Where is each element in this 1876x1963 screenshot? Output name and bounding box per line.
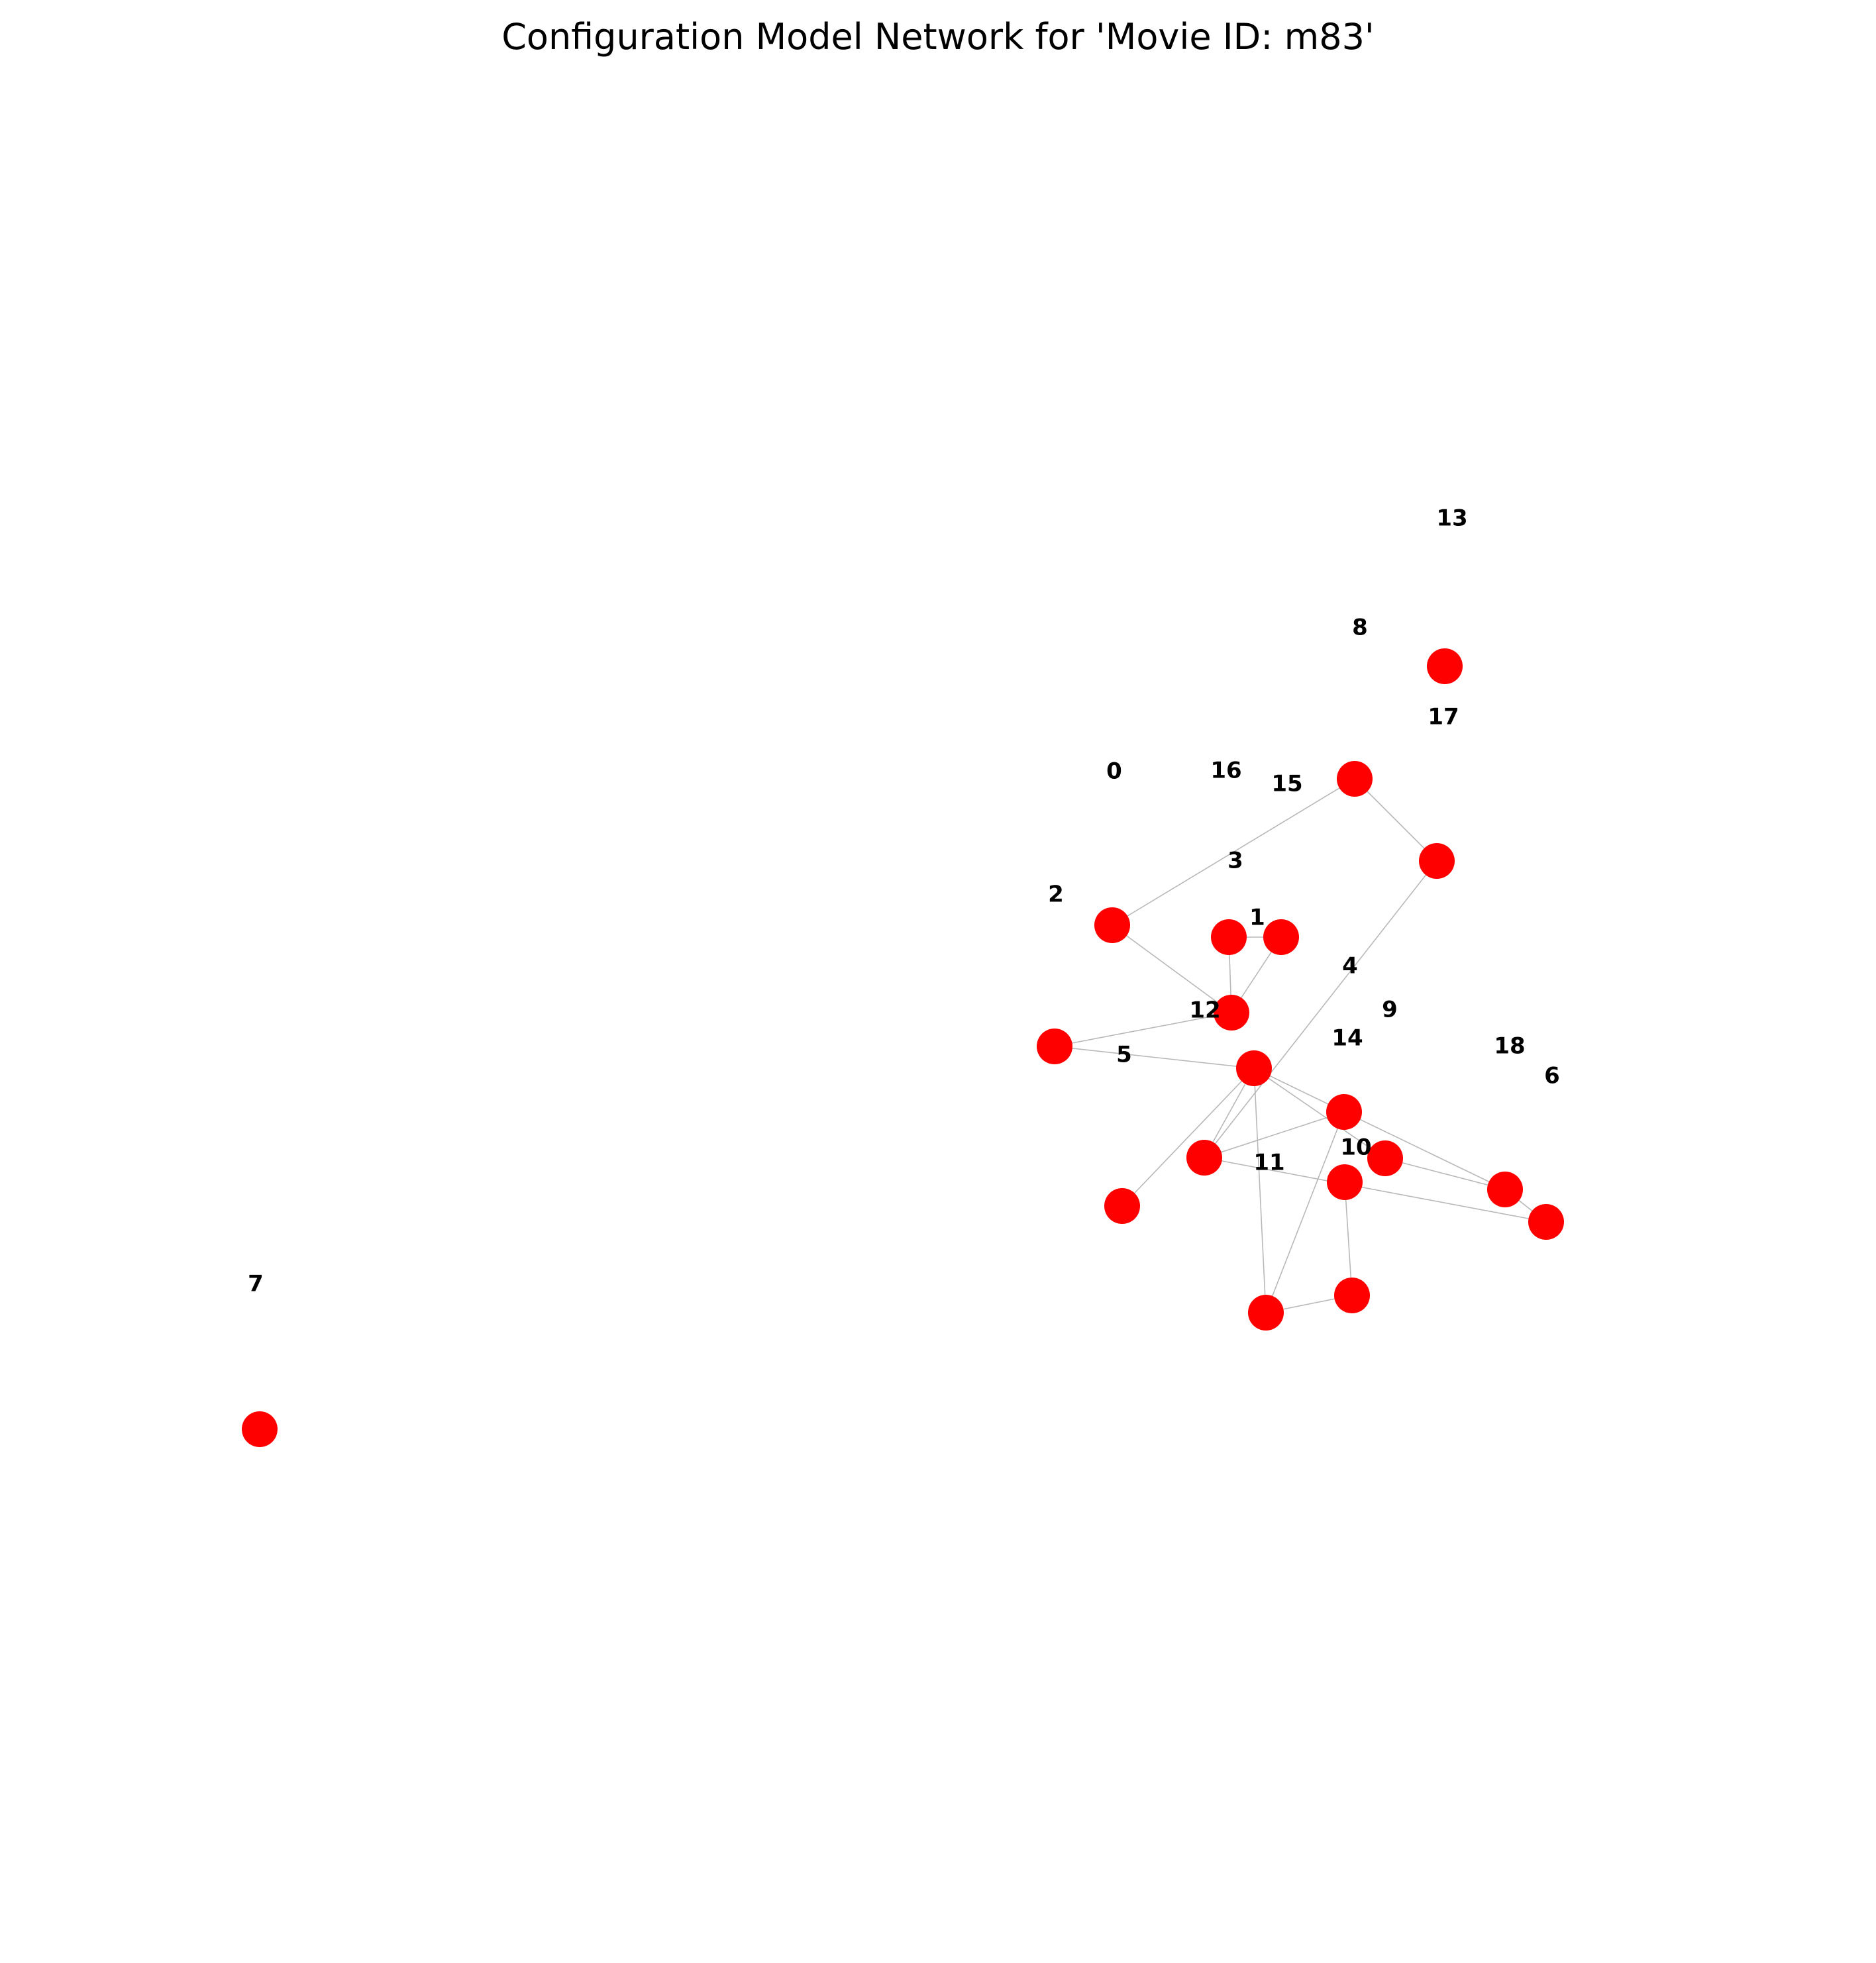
network-node-4: [1211, 919, 1247, 955]
network-edge-16: [1253, 1068, 1267, 1313]
node-label-7: 7: [248, 1271, 264, 1297]
network-node-9: [1326, 1094, 1362, 1130]
node-label-1: 1: [1249, 905, 1265, 931]
network-edge-18: [1344, 1182, 1353, 1296]
network-edge-1: [1112, 778, 1355, 926]
edge-layer: [1054, 778, 1547, 1313]
node-label-8: 8: [1352, 615, 1368, 641]
node-label-13: 13: [1436, 505, 1467, 532]
network-edge-13: [1121, 1068, 1255, 1207]
network-node-12: [1487, 1172, 1523, 1207]
node-label-17: 17: [1428, 704, 1459, 730]
chart-title: Configuration Model Network for 'Movie I…: [501, 16, 1375, 58]
network-node-1: [1337, 761, 1373, 797]
node-label-5: 5: [1116, 1042, 1132, 1068]
node-label-15: 15: [1271, 771, 1302, 797]
node-label-10: 10: [1340, 1134, 1371, 1161]
node-label-0: 0: [1106, 758, 1122, 785]
network-node-16: [1248, 1295, 1284, 1331]
network-node-11: [1367, 1140, 1403, 1176]
network-node-17: [1334, 1278, 1370, 1313]
network-node-7: [1037, 1029, 1072, 1064]
network-edge-0: [1354, 778, 1437, 862]
network-node-8: [1236, 1050, 1272, 1086]
network-edge-12: [1204, 1111, 1345, 1158]
network-node-18: [242, 1411, 278, 1447]
network-node-13: [1327, 1164, 1363, 1200]
node-label-3: 3: [1227, 848, 1243, 874]
network-edge-5: [1054, 1012, 1232, 1047]
node-layer: [242, 648, 1564, 1447]
network-edge-7: [1204, 860, 1437, 1158]
node-label-6: 6: [1544, 1063, 1560, 1089]
network-edge-20: [1384, 1158, 1506, 1190]
node-label-2: 2: [1048, 881, 1064, 908]
network-node-14: [1104, 1188, 1140, 1224]
network-node-3: [1094, 907, 1130, 943]
network-node-2: [1419, 843, 1455, 879]
node-label-11: 11: [1253, 1150, 1284, 1176]
network-edge-8: [1054, 1046, 1255, 1069]
network-node-5: [1263, 919, 1299, 955]
network-edge-15: [1204, 1157, 1547, 1223]
network-node-10: [1186, 1140, 1222, 1176]
node-label-12: 12: [1189, 997, 1220, 1024]
node-label-9: 9: [1382, 997, 1398, 1023]
node-label-18: 18: [1494, 1033, 1525, 1060]
node-label-16: 16: [1210, 758, 1241, 784]
network-node-15: [1528, 1204, 1564, 1240]
node-label-14: 14: [1331, 1025, 1363, 1052]
network-edge-4: [1112, 925, 1232, 1013]
network-edge-14: [1265, 1111, 1345, 1313]
network-edge-11: [1253, 1068, 1386, 1159]
node-label-4: 4: [1342, 953, 1358, 980]
network-node-6: [1214, 995, 1249, 1031]
network-node-0: [1427, 648, 1463, 684]
network-edge-10: [1253, 1068, 1506, 1190]
